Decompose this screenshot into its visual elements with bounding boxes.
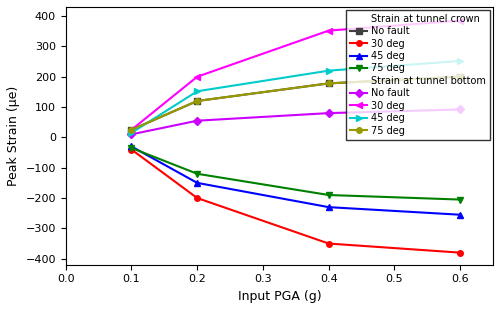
Legend: Strain at tunnel crown, No fault, 30 deg, 45 deg, 75 deg, Strain at tunnel botto: Strain at tunnel crown, No fault, 30 deg…	[346, 10, 490, 140]
Y-axis label: Peak Strain (μe): Peak Strain (μe)	[7, 86, 20, 186]
X-axis label: Input PGA (g): Input PGA (g)	[238, 290, 321, 303]
